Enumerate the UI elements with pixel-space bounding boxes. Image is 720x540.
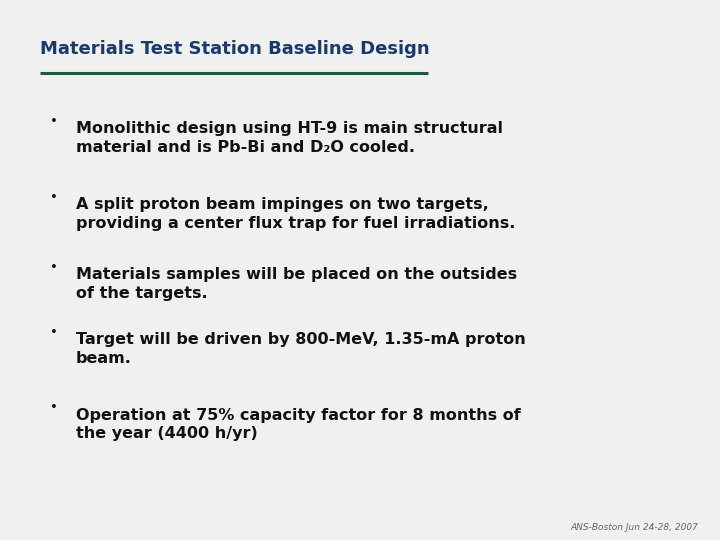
Text: Materials samples will be placed on the outsides
of the targets.: Materials samples will be placed on the … (76, 267, 517, 301)
Text: •: • (50, 261, 58, 274)
Text: •: • (50, 326, 58, 339)
Text: Target will be driven by 800-MeV, 1.35-mA proton
beam.: Target will be driven by 800-MeV, 1.35-m… (76, 332, 526, 366)
Text: Monolithic design using HT-9 is main structural
material and is Pb-Bi and D₂O co: Monolithic design using HT-9 is main str… (76, 122, 503, 155)
Text: •: • (50, 115, 58, 128)
Text: ANS-Boston Jun 24-28, 2007: ANS-Boston Jun 24-28, 2007 (570, 523, 698, 532)
Text: A split proton beam impinges on two targets,
providing a center flux trap for fu: A split proton beam impinges on two targ… (76, 197, 515, 231)
Text: •: • (50, 401, 58, 414)
Text: Operation at 75% capacity factor for 8 months of
the year (4400 h/yr): Operation at 75% capacity factor for 8 m… (76, 408, 521, 441)
Text: Materials Test Station Baseline Design: Materials Test Station Baseline Design (40, 40, 429, 58)
Text: •: • (50, 191, 58, 204)
